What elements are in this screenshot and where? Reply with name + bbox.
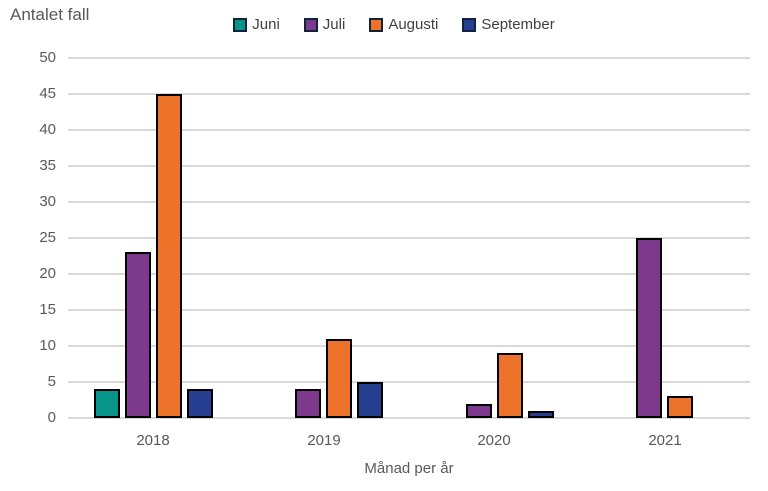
x-tick-label-2019: 2019: [307, 432, 341, 449]
y-tick-label: 5: [47, 373, 56, 390]
x-tick-label-2021: 2021: [648, 432, 682, 449]
gridline: [68, 345, 750, 347]
bar-juli-2018: [125, 252, 151, 418]
gridline: [68, 237, 750, 239]
bar-september-2020: [528, 411, 554, 418]
y-tick-label: 0: [47, 409, 56, 426]
y-tick-label: 15: [39, 301, 56, 318]
bar-september-2018: [187, 389, 213, 418]
y-tick-label: 30: [39, 193, 56, 210]
bar-september-2019: [357, 382, 383, 418]
legend: Juni Juli Augusti September: [64, 16, 724, 33]
bar-augusti-2018: [156, 94, 182, 418]
y-tick-label: 35: [39, 157, 56, 174]
y-tick-label: 25: [39, 229, 56, 246]
x-axis-title: Månad per år: [364, 460, 454, 477]
legend-label: Juni: [252, 16, 280, 33]
legend-swatch-icon: [303, 17, 318, 32]
legend-item-juni: Juni: [233, 16, 280, 33]
y-tick-label: 45: [39, 85, 56, 102]
x-tick-label-2020: 2020: [477, 432, 511, 449]
legend-swatch-icon: [462, 17, 477, 32]
gridline: [68, 273, 750, 275]
legend-label: Juli: [322, 16, 346, 33]
chart-title: Antalet fall: [10, 5, 90, 24]
bar-juni-2018: [94, 389, 120, 418]
legend-item-augusti: Augusti: [369, 16, 438, 33]
bar-juli-2019: [295, 389, 321, 418]
legend-label: September: [481, 16, 555, 33]
plot-area: [68, 57, 750, 419]
gridline: [68, 309, 750, 311]
bar-juli-2020: [466, 404, 492, 418]
bar-augusti-2020: [497, 353, 523, 418]
y-tick-label: 40: [39, 121, 56, 138]
legend-swatch-icon: [369, 17, 384, 32]
gridline: [68, 93, 750, 95]
bar-juli-2021: [636, 238, 662, 418]
x-tick-label-2018: 2018: [136, 432, 170, 449]
gridline: [68, 165, 750, 167]
gridline: [68, 417, 750, 419]
gridline: [68, 201, 750, 203]
y-tick-label: 10: [39, 337, 56, 354]
gridline: [68, 381, 750, 383]
legend-item-september: September: [462, 16, 555, 33]
bar-augusti-2021: [667, 396, 693, 418]
gridline: [68, 129, 750, 131]
y-tick-label: 50: [39, 49, 56, 66]
legend-label: Augusti: [388, 16, 439, 33]
legend-swatch-icon: [233, 17, 248, 32]
y-tick-label: 20: [39, 265, 56, 282]
bar-augusti-2019: [326, 339, 352, 418]
gridline: [68, 57, 750, 59]
legend-item-juli: Juli: [303, 16, 346, 33]
